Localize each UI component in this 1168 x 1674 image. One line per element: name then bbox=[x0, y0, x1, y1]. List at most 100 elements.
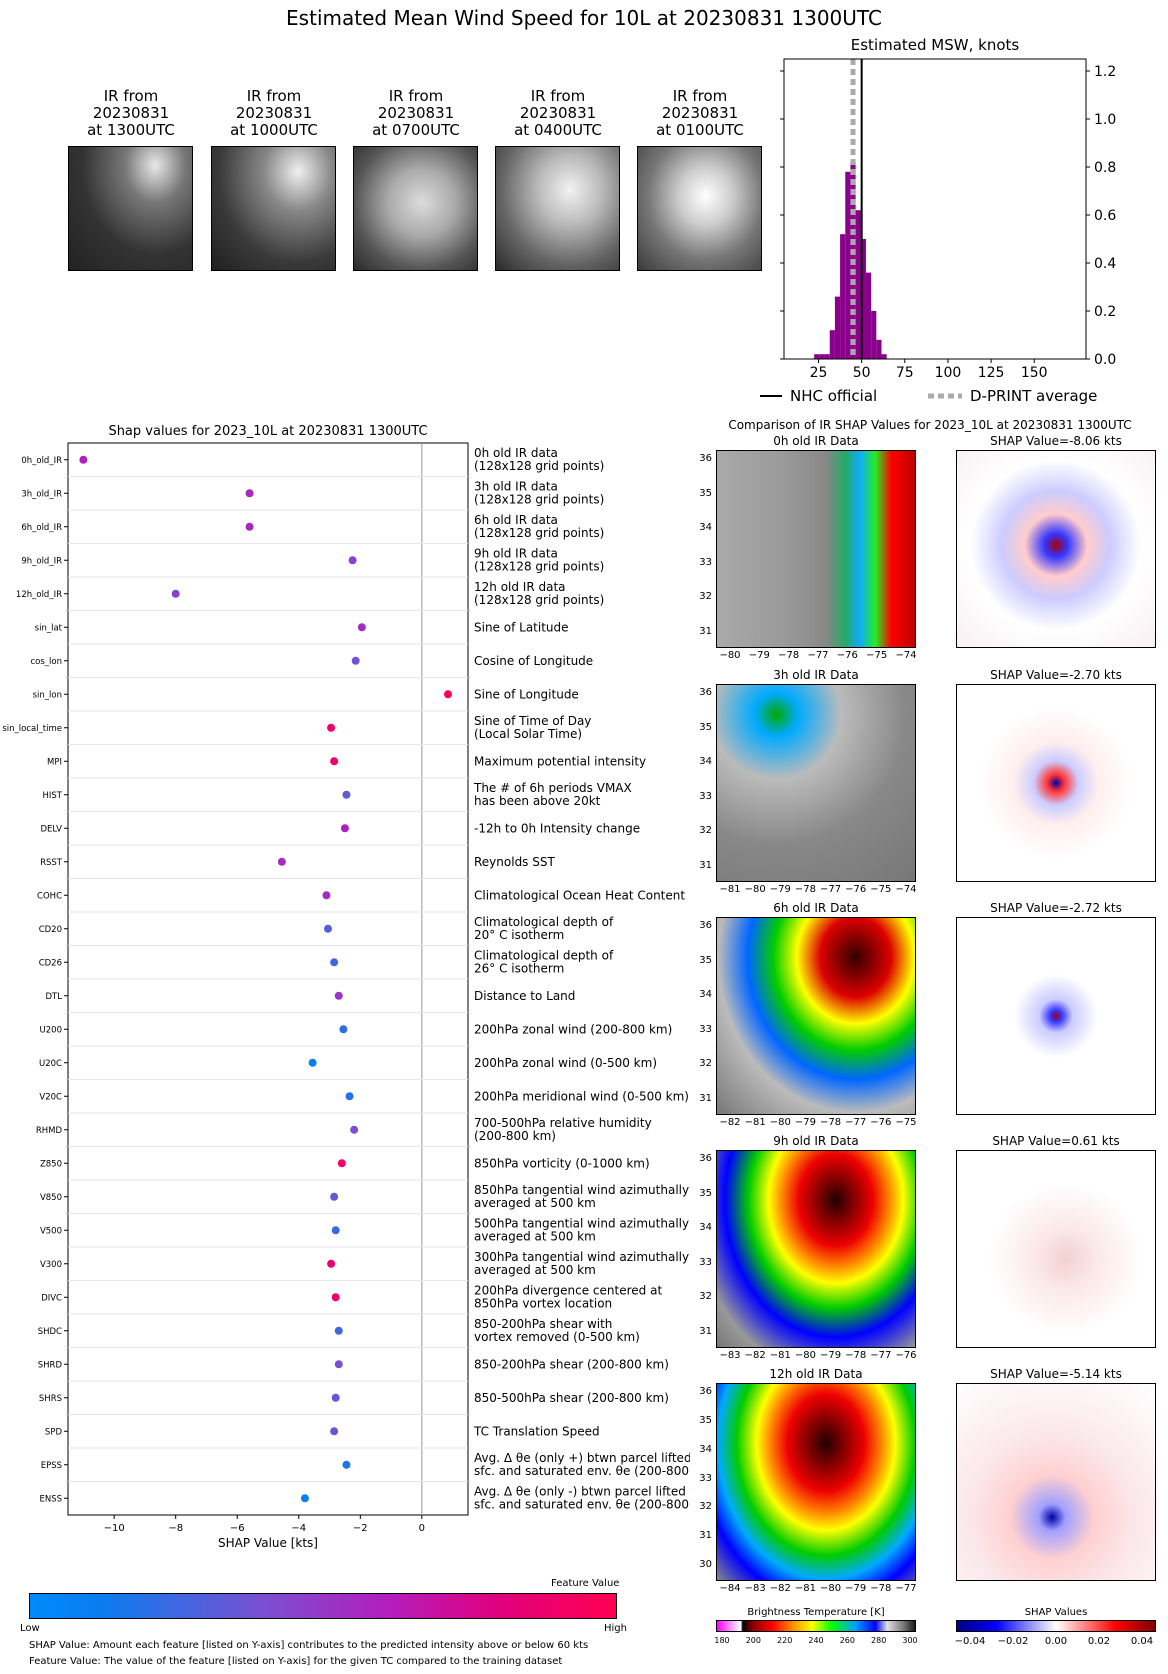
feature-description: sfc. and saturated env. θe (200-800 km) bbox=[474, 1497, 690, 1511]
ir-satellite-image bbox=[637, 146, 762, 271]
shap-point bbox=[345, 1092, 354, 1101]
feature-name: ENSS bbox=[39, 1494, 62, 1504]
ir-data-map bbox=[716, 917, 916, 1115]
shap-point bbox=[357, 623, 366, 632]
shap-colorbar-label: SHAP Values bbox=[1024, 1607, 1088, 1618]
x-tick-label: 100 bbox=[935, 365, 962, 381]
lon-tick-label: −78 bbox=[778, 650, 800, 661]
lon-tick-label: −83 bbox=[744, 1583, 766, 1594]
histogram-bar bbox=[865, 272, 872, 359]
histogram-bar bbox=[829, 330, 835, 359]
feature-colorbar-label: Feature Value bbox=[551, 1578, 620, 1589]
shap-point bbox=[337, 1159, 346, 1168]
feature-description: 500hPa tangential wind azimuthally bbox=[474, 1216, 689, 1230]
ir-panel-title: IR from 20230831 at 0700UTC bbox=[372, 87, 460, 139]
shap-tick-label: −0.02 bbox=[997, 1636, 1029, 1647]
feature-description: 200hPa zonal wind (0-500 km) bbox=[474, 1056, 657, 1070]
feature-description: Avg. Δ θe (only -) btwn parcel lifted fr… bbox=[474, 1484, 690, 1498]
lon-tick-label: −78 bbox=[820, 1117, 842, 1128]
shap-tick-label: −0.04 bbox=[954, 1636, 986, 1647]
feature-name: CD20 bbox=[39, 925, 62, 935]
y-tick-label: 0.8 bbox=[1094, 160, 1116, 176]
shap-point bbox=[331, 1393, 340, 1402]
feature-description: Reynolds SST bbox=[474, 855, 555, 869]
feature-name: RHMD bbox=[36, 1126, 63, 1136]
feature-description: 12h old IR data bbox=[474, 580, 566, 594]
shap-point bbox=[331, 1226, 340, 1235]
feature-description: 200hPa divergence centered at bbox=[474, 1283, 662, 1297]
histogram-bar bbox=[819, 354, 825, 359]
shap-point bbox=[330, 1427, 339, 1436]
lon-tick-label: −78 bbox=[794, 884, 816, 895]
lon-tick-label: −81 bbox=[744, 1117, 766, 1128]
feature-value-colorbar bbox=[29, 1593, 617, 1619]
shap-value-map bbox=[956, 1150, 1156, 1348]
shap-value-title: SHAP Value=-2.72 kts bbox=[990, 901, 1122, 915]
feature-description: Climatological Ocean Heat Content bbox=[474, 888, 685, 902]
comparison-title: Comparison of IR SHAP Values for 2023_10… bbox=[728, 418, 1132, 432]
feature-name: 12h_old_IR bbox=[16, 590, 62, 600]
ir-satellite-image bbox=[495, 146, 620, 271]
shap-point bbox=[327, 1259, 336, 1268]
ir-data-map bbox=[716, 1150, 916, 1348]
feature-description: 300hPa tangential wind azimuthally bbox=[474, 1250, 689, 1264]
lat-tick-label: 32 bbox=[699, 1501, 712, 1513]
y-tick-label: 0.6 bbox=[1094, 208, 1116, 224]
shap-point bbox=[330, 958, 339, 967]
x-tick-label: 0 bbox=[419, 1523, 425, 1534]
note-feature-value: Feature Value: The value of the feature … bbox=[29, 1656, 563, 1667]
shap-point bbox=[342, 790, 351, 799]
lon-tick-label: −78 bbox=[845, 1350, 867, 1361]
lat-tick-label: 36 bbox=[699, 1153, 712, 1164]
feature-description: Avg. Δ θe (only +) btwn parcel lifted fr… bbox=[474, 1451, 690, 1465]
shap-point bbox=[324, 924, 332, 933]
feature-name: U200 bbox=[40, 1025, 62, 1035]
feature-name: sin_lon bbox=[33, 690, 62, 700]
legend-dprint-label: D-PRINT average bbox=[970, 387, 1097, 405]
ir-satellite-image bbox=[68, 146, 193, 271]
histogram-bar bbox=[840, 234, 846, 359]
shap-point bbox=[327, 723, 336, 732]
lat-tick-label: 36 bbox=[699, 1386, 712, 1397]
bt-colorbar bbox=[716, 1620, 916, 1632]
lat-tick-label: 32 bbox=[699, 825, 712, 837]
lon-tick-label: −75 bbox=[870, 884, 892, 895]
feature-name: 6h_old_IR bbox=[21, 523, 62, 533]
lat-tick-label: 35 bbox=[699, 1187, 712, 1199]
lat-tick-label: 32 bbox=[699, 1058, 712, 1070]
ir-satellite-image bbox=[353, 146, 478, 271]
feature-description: Cosine of Longitude bbox=[474, 654, 593, 668]
y-tick-label: 1.0 bbox=[1094, 112, 1116, 128]
feature-description: TC Translation Speed bbox=[473, 1424, 600, 1438]
colorbar-high-label: High bbox=[604, 1623, 627, 1634]
lon-tick-label: −79 bbox=[769, 884, 791, 895]
lon-tick-label: −83 bbox=[719, 1350, 741, 1361]
feature-name: SPD bbox=[45, 1427, 63, 1437]
lat-tick-label: 33 bbox=[699, 556, 712, 568]
lat-tick-label: 36 bbox=[699, 687, 712, 698]
feature-description: Climatological depth of bbox=[474, 915, 614, 929]
feature-name: EPSS bbox=[41, 1461, 62, 1471]
shap-point bbox=[334, 991, 343, 1000]
feature-description: averaged at 500 km bbox=[474, 1229, 596, 1243]
lon-tick-label: −84 bbox=[719, 1583, 741, 1594]
shap-colorbar bbox=[956, 1620, 1156, 1632]
shap-point bbox=[330, 757, 339, 766]
lon-tick-label: −77 bbox=[845, 1117, 867, 1128]
feature-description: 20° C isotherm bbox=[474, 928, 564, 942]
shap-point bbox=[348, 556, 357, 565]
lon-tick-label: −76 bbox=[895, 1350, 917, 1361]
feature-description: Distance to Land bbox=[474, 989, 575, 1003]
bt-tick-label: 220 bbox=[777, 1636, 793, 1645]
histogram-bar bbox=[871, 311, 877, 359]
feature-name: sin_lat bbox=[35, 623, 63, 633]
bt-tick-label: 260 bbox=[839, 1636, 855, 1645]
shap-scatter-chart: Shap values for 2023_10L at 20230831 130… bbox=[2, 424, 690, 1550]
histogram-bar bbox=[824, 354, 830, 359]
shap-point bbox=[342, 1460, 351, 1469]
shap-point bbox=[334, 1360, 343, 1369]
feature-description: 9h old IR data bbox=[474, 546, 558, 560]
feature-description: 3h old IR data bbox=[474, 479, 558, 493]
shap-value-title: SHAP Value=-2.70 kts bbox=[990, 668, 1122, 682]
feature-name: cos_lon bbox=[30, 657, 62, 667]
